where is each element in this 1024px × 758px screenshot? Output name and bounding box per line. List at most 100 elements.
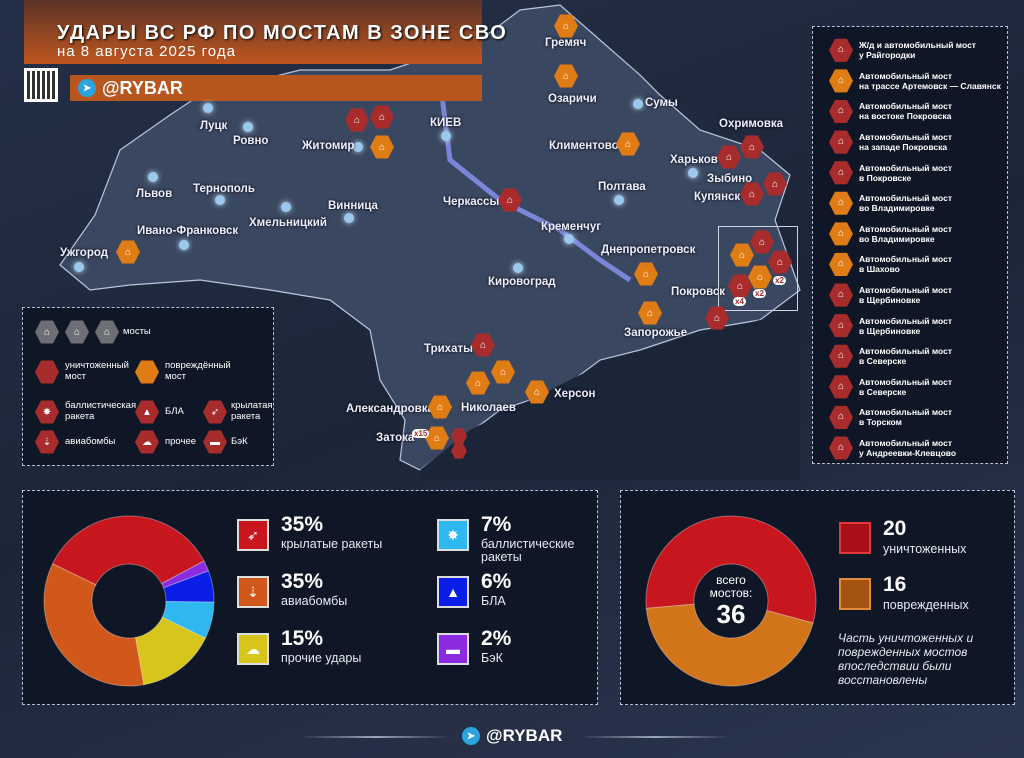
damaged-bridge-marker[interactable]: ⌂ bbox=[428, 395, 452, 419]
map-legend: ⌂ ⌂ ⌂ мосты уничтоженный мост повреждённ… bbox=[22, 307, 274, 466]
donut-slice bbox=[51, 515, 205, 586]
donut-total: 36 bbox=[716, 599, 746, 629]
bridge-list-text: Автомобильный мост во Владимировке bbox=[859, 224, 952, 244]
donut-center-label: всего мостов: bbox=[709, 573, 753, 600]
destroyed-bridge-marker[interactable]: ⌂ bbox=[705, 306, 729, 330]
destroyed-bridge-marker[interactable]: ⌂ bbox=[717, 145, 741, 169]
legend-ballistic: баллистическая ракета bbox=[65, 400, 137, 422]
bridge-list-text: Автомобильный мост в Северске bbox=[859, 377, 952, 397]
damaged-bridge-marker[interactable]: ⌂ bbox=[425, 426, 449, 450]
bridge-place: во Владимировке bbox=[859, 233, 935, 244]
bridge-place: на востоке Покровска bbox=[859, 111, 952, 122]
legend-percent: 35% bbox=[281, 570, 324, 593]
destroyed-bridge-marker[interactable]: ⌂ bbox=[370, 105, 394, 129]
bridge-totals-panel: всего мостов: 36 20 уничтоженных 16 повр… bbox=[620, 490, 1015, 705]
bridge-title: Автомобильный мост bbox=[859, 285, 952, 296]
city-label: Покровск bbox=[671, 286, 726, 298]
legend-label: крылатые ракеты bbox=[281, 537, 383, 551]
damaged-bridge-marker[interactable]: ⌂ bbox=[730, 243, 754, 267]
usv-icon: ▬ bbox=[203, 430, 227, 454]
city-label: Винница bbox=[328, 200, 378, 212]
bridge-title: Автомобильный мост bbox=[859, 315, 952, 326]
footer-brand-label: @RYBAR bbox=[486, 726, 563, 745]
multiplier-badge: x15 bbox=[412, 429, 430, 438]
city-dot bbox=[614, 195, 624, 205]
donut-slice bbox=[645, 515, 817, 624]
city-label: Херсон bbox=[554, 388, 596, 400]
city-label: Запорожье bbox=[624, 327, 688, 339]
destroyed-swatch bbox=[35, 360, 59, 384]
damaged-bridge-marker[interactable]: ⌂ bbox=[466, 371, 490, 395]
bridge-icon: ⌂ bbox=[95, 320, 119, 344]
uav-icon: ▲ bbox=[437, 576, 469, 608]
bridge-list-item: ⌂ Автомобильный мост на трассе Артемовск —… bbox=[829, 66, 1007, 97]
bridge-list-item: ⌂ Автомобильный мост в Щербиновке bbox=[829, 310, 1007, 341]
damaged-bridge-marker[interactable]: ⌂ bbox=[634, 262, 658, 286]
bridge-list-item: ⌂ Автомобильный мост в Покровске bbox=[829, 157, 1007, 188]
multiplier-badge: x2 bbox=[773, 276, 786, 285]
city-label: Николаев bbox=[461, 402, 516, 414]
railway-bridge-icon: ⌂ bbox=[35, 320, 59, 344]
bridge-list-text: Автомобильный мост в Щербиновке bbox=[859, 285, 952, 305]
city-label: Затока bbox=[376, 432, 415, 444]
city-label: Ужгород bbox=[60, 247, 109, 259]
destroyed-bridge-marker[interactable]: ⌂ bbox=[498, 188, 522, 212]
damaged-bridge-marker[interactable]: ⌂ bbox=[638, 301, 662, 325]
damaged-swatch bbox=[135, 360, 159, 384]
destroyed-bridge-marker[interactable]: ⌂ bbox=[728, 274, 752, 298]
cruise-missile-icon: ➶ bbox=[237, 519, 269, 551]
bridge-list-item: ⌂ Автомобильный мост в Северске bbox=[829, 372, 1007, 403]
legend-percent: 6% bbox=[481, 570, 512, 593]
destroyed-swatch bbox=[839, 522, 871, 554]
city-label: Харьков bbox=[670, 154, 718, 166]
bridge-list-item: ⌂ Автомобильный мост в Шахово bbox=[829, 249, 1007, 280]
telegram-icon: ➤ bbox=[78, 79, 96, 97]
damaged-bridge-marker[interactable]: ⌂ bbox=[491, 360, 515, 384]
bridge-place: во Владимировке bbox=[859, 203, 935, 214]
city-dot bbox=[243, 122, 253, 132]
destroyed-bridge-icon: ⌂ bbox=[829, 344, 853, 368]
bridge-status-donut bbox=[645, 515, 817, 687]
destroyed-bridge-marker[interactable]: ⌂ bbox=[740, 182, 764, 206]
legend-bridges: мосты bbox=[123, 326, 151, 337]
cruise-missile-icon: ➶ bbox=[203, 400, 227, 424]
damaged-bridge-marker[interactable]: ⌂ bbox=[554, 14, 578, 38]
ballistic-missile-icon: ✸ bbox=[437, 519, 469, 551]
damaged-bridge-marker[interactable]: ⌂ bbox=[525, 380, 549, 404]
qr-code[interactable] bbox=[24, 68, 58, 102]
destroyed-bridge-marker[interactable]: ⌂ bbox=[768, 250, 792, 274]
damaged-bridge-icon: ⌂ bbox=[829, 222, 853, 246]
city-label: Житомир bbox=[302, 140, 355, 152]
map[interactable] bbox=[0, 0, 1024, 480]
destroyed-bridge-marker[interactable]: ⌂ bbox=[750, 230, 774, 254]
damaged-bridge-icon: ⌂ bbox=[829, 191, 853, 215]
destroyed-bridge-marker[interactable]: ⌂ bbox=[740, 135, 764, 159]
damaged-bridge-marker[interactable]: ⌂ bbox=[370, 135, 394, 159]
legend-label: авиабомбы bbox=[281, 594, 348, 608]
damaged-bridge-marker[interactable]: ⌂ bbox=[116, 240, 140, 264]
divider bbox=[300, 736, 450, 738]
bridge-title: Автомобильный мост bbox=[859, 132, 952, 143]
bridge-place: в Северске bbox=[859, 356, 907, 367]
legend-percent: 2% bbox=[481, 627, 512, 650]
footer-brand[interactable]: ➤ @RYBAR bbox=[462, 726, 562, 746]
damaged-bridge-marker[interactable]: ⌂ bbox=[554, 64, 578, 88]
damaged-bridge-marker[interactable]: ⌂ bbox=[616, 132, 640, 156]
city-label: Сумы bbox=[645, 97, 678, 109]
city-label: Луцк bbox=[200, 120, 228, 132]
destroyed-bridge-icon: ⌂ bbox=[829, 38, 853, 62]
bridge-title: Автомобильный мост bbox=[859, 438, 952, 449]
bridge-list-text: Автомобильный мост у Андреевки-Клевцово bbox=[859, 438, 956, 458]
legend-destroyed: уничтоженный мост bbox=[65, 360, 129, 382]
bridge-list-text: Автомобильный мост в Щербиновке bbox=[859, 316, 952, 336]
destroyed-bridge-marker[interactable]: ⌂ bbox=[763, 172, 787, 196]
brand-link[interactable]: ➤ @RYBAR bbox=[70, 75, 482, 101]
bridge-title: Ж/д и автомобильный мост bbox=[859, 40, 976, 51]
legend-label: баллистические ракеты bbox=[481, 537, 575, 564]
damaged-bridge-icon: ⌂ bbox=[829, 69, 853, 93]
damaged-bridge-marker[interactable]: ⌂ bbox=[748, 265, 772, 289]
destroyed-bridge-marker[interactable]: ⌂ bbox=[345, 108, 369, 132]
destroyed-bridge-marker[interactable]: ⌂ bbox=[471, 333, 495, 357]
destroyed-count: 20 bbox=[883, 517, 907, 540]
destroyed-label: уничтоженных bbox=[883, 542, 967, 556]
